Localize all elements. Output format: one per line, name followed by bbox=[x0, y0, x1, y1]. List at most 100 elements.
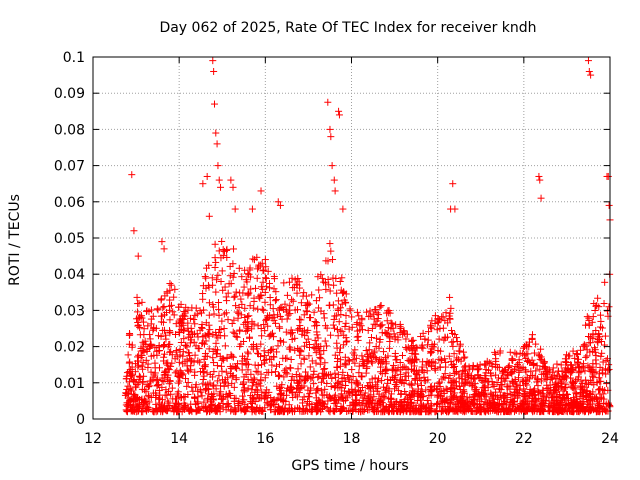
data-point bbox=[170, 311, 178, 319]
data-point bbox=[288, 274, 296, 282]
data-point bbox=[240, 396, 248, 404]
data-point bbox=[133, 308, 141, 316]
data-point bbox=[182, 375, 190, 383]
data-point bbox=[567, 382, 575, 390]
data-point bbox=[210, 100, 218, 108]
data-point bbox=[245, 289, 253, 297]
data-point bbox=[270, 272, 278, 280]
data-point bbox=[253, 274, 261, 282]
data-point bbox=[233, 365, 241, 373]
data-point bbox=[300, 289, 308, 297]
data-point bbox=[460, 389, 468, 397]
data-point bbox=[215, 176, 223, 184]
data-point bbox=[597, 395, 605, 403]
data-point bbox=[547, 373, 555, 381]
data-point bbox=[210, 381, 218, 389]
data-point bbox=[232, 363, 240, 371]
data-point bbox=[505, 362, 513, 370]
data-point bbox=[138, 298, 146, 306]
data-point bbox=[496, 347, 504, 355]
data-point bbox=[455, 374, 463, 382]
data-point bbox=[356, 326, 364, 334]
data-point bbox=[278, 396, 286, 404]
data-point bbox=[252, 284, 260, 292]
data-point bbox=[325, 407, 333, 415]
data-point bbox=[393, 367, 401, 375]
data-point bbox=[397, 325, 405, 333]
data-point bbox=[532, 367, 540, 375]
data-point bbox=[510, 397, 518, 405]
data-point bbox=[544, 384, 552, 392]
data-point bbox=[397, 398, 405, 406]
data-point bbox=[477, 403, 485, 411]
data-point bbox=[279, 397, 287, 405]
data-point bbox=[241, 400, 249, 408]
data-point bbox=[460, 348, 468, 356]
data-point bbox=[259, 278, 267, 286]
data-point bbox=[127, 387, 135, 395]
data-point bbox=[139, 408, 147, 416]
data-point bbox=[296, 351, 304, 359]
data-point bbox=[172, 347, 180, 355]
data-point bbox=[487, 359, 495, 367]
data-point bbox=[243, 324, 251, 332]
data-point bbox=[249, 382, 257, 390]
data-point bbox=[288, 388, 296, 396]
data-point bbox=[433, 401, 441, 409]
data-point bbox=[248, 318, 256, 326]
data-point bbox=[292, 370, 300, 378]
data-point bbox=[320, 347, 328, 355]
data-point bbox=[446, 293, 454, 301]
data-point bbox=[314, 396, 322, 404]
data-point bbox=[540, 393, 548, 401]
data-point bbox=[168, 301, 176, 309]
data-point bbox=[391, 352, 399, 360]
data-point bbox=[154, 381, 162, 389]
data-point bbox=[592, 368, 600, 376]
data-point bbox=[604, 172, 612, 180]
data-point bbox=[536, 176, 544, 184]
data-point bbox=[314, 385, 322, 393]
data-point bbox=[449, 392, 457, 400]
data-point bbox=[272, 296, 280, 304]
data-point bbox=[589, 363, 597, 371]
data-point bbox=[143, 307, 151, 315]
data-point bbox=[590, 369, 598, 377]
data-point bbox=[232, 374, 240, 382]
data-point bbox=[230, 269, 238, 277]
data-point bbox=[145, 344, 153, 352]
data-point bbox=[366, 307, 374, 315]
data-point bbox=[346, 402, 354, 410]
data-point bbox=[545, 403, 553, 411]
data-point bbox=[211, 254, 219, 262]
data-point bbox=[161, 311, 169, 319]
data-point bbox=[164, 399, 172, 407]
data-point bbox=[508, 398, 516, 406]
data-point bbox=[345, 325, 353, 333]
data-point bbox=[147, 394, 155, 402]
data-point bbox=[591, 344, 599, 352]
data-point bbox=[605, 365, 613, 373]
data-point bbox=[159, 318, 167, 326]
data-point bbox=[440, 336, 448, 344]
data-point bbox=[389, 366, 397, 374]
data-point bbox=[373, 355, 381, 363]
data-point bbox=[353, 333, 361, 341]
data-point bbox=[589, 388, 597, 396]
data-point bbox=[296, 407, 304, 415]
data-point bbox=[305, 393, 313, 401]
data-point bbox=[558, 382, 566, 390]
data-point bbox=[504, 383, 512, 391]
data-point bbox=[368, 359, 376, 367]
data-point bbox=[225, 280, 233, 288]
data-point bbox=[358, 352, 366, 360]
data-point bbox=[254, 350, 262, 358]
data-point bbox=[177, 339, 185, 347]
data-point bbox=[298, 383, 306, 391]
data-point bbox=[438, 356, 446, 364]
data-point bbox=[530, 359, 538, 367]
data-point bbox=[327, 133, 335, 141]
data-point bbox=[224, 403, 232, 411]
data-point bbox=[242, 327, 250, 335]
data-point bbox=[154, 375, 162, 383]
